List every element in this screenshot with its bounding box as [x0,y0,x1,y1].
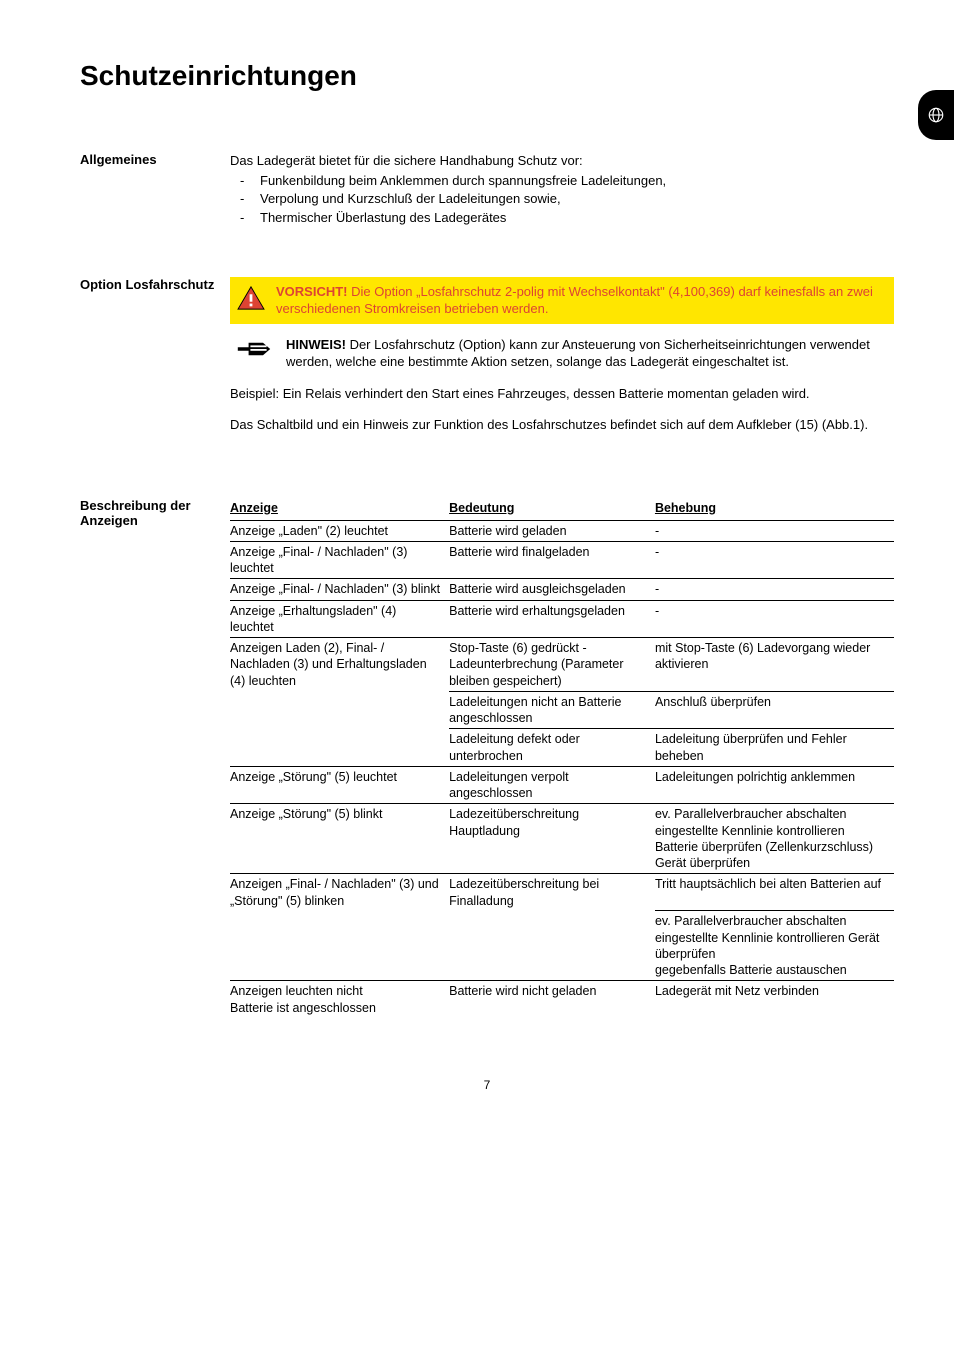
table-cell: ev. Parallelverbraucher abschalten einge… [655,911,894,981]
table-row: Ladeleitung defekt oder unterbrochenLade… [230,729,894,767]
table-cell: Ladegerät mit Netz verbinden [655,981,894,1018]
table-cell: Anzeige „Störung" (5) blinkt [230,804,449,874]
table-cell [230,911,449,981]
table-cell: Batterie wird ausgleichsgeladen [449,579,655,600]
table-cell: Ladezeitüberschreitung bei Finalladung [449,874,655,911]
warning-box: VORSICHT! Die Option „Losfahrschutz 2-po… [230,277,894,324]
bullet-text: Thermischer Überlastung des Ladegerätes [260,209,506,227]
table-cell: Anzeige „Störung" (5) leuchtet [230,766,449,804]
section-allgemeines: Allgemeines Das Ladegerät bietet für die… [80,152,894,227]
note-hand-icon [230,336,286,371]
table-row: Anzeige „Störung" (5) leuchtetLadeleitun… [230,766,894,804]
warning-triangle-icon [236,283,276,318]
table-cell: Batterie wird geladen [449,520,655,541]
language-de-icon [927,106,945,124]
table-row: Anzeigen leuchten nicht Batterie ist ang… [230,981,894,1018]
table-cell: Anzeigen leuchten nicht Batterie ist ang… [230,981,449,1018]
warning-text: VORSICHT! Die Option „Losfahrschutz 2-po… [276,283,884,318]
table-row: Anzeigen „Final- / Nachladen" (3) und „S… [230,874,894,911]
note-bold: HINWEIS! [286,337,346,352]
table-cell: Ladezeitüberschreitung Hauptladung [449,804,655,874]
bullet-text: Verpolung und Kurzschluß der Ladeleitung… [260,190,561,208]
table-cell: ev. Parallelverbraucher abschalten einge… [655,804,894,874]
table-cell: Stop-Taste (6) gedrückt - Ladeunterbrech… [449,638,655,692]
table-cell: Anzeigen „Final- / Nachladen" (3) und „S… [230,874,449,911]
table-cell: - [655,579,894,600]
table-cell: mit Stop-Taste (6) Ladevorgang wieder ak… [655,638,894,692]
table-row: Anzeige „Erhaltungsladen" (4) leuchtetBa… [230,600,894,638]
table-cell: - [655,520,894,541]
table-cell: Anzeige „Final- / Nachladen" (3) leuchte… [230,541,449,579]
section-body-losfahrschutz: VORSICHT! Die Option „Losfahrschutz 2-po… [230,277,894,448]
table-cell: Batterie wird finalgeladen [449,541,655,579]
table-row: Anzeige „Final- / Nachladen" (3) leuchte… [230,541,894,579]
table-cell [449,911,655,981]
allgemeines-intro: Das Ladegerät bietet für die sichere Han… [230,152,894,170]
table-cell [230,691,449,729]
table-cell: Batterie wird nicht geladen [449,981,655,1018]
table-row: Anzeigen Laden (2), Final- / Nachladen (… [230,638,894,692]
losfahrschutz-para1: Beispiel: Ein Relais verhindert den Star… [230,385,894,403]
table-cell: Ladeleitung defekt oder unterbrochen [449,729,655,767]
section-anzeigen: Beschreibung der Anzeigen Anzeige Bedeut… [80,498,894,1018]
table-cell: Anzeige „Final- / Nachladen" (3) blinkt [230,579,449,600]
table-cell: Tritt hauptsächlich bei alten Batterien … [655,874,894,911]
note-text: HINWEIS! Der Losfahrschutz (Option) kann… [286,336,894,371]
page-title: Schutzeinrichtungen [80,60,894,92]
th-behebung: Behebung [655,498,894,520]
table-cell: Ladeleitungen nicht an Batterie angeschl… [449,691,655,729]
table-cell: Anschluß überprüfen [655,691,894,729]
section-label-anzeigen: Beschreibung der Anzeigen [80,498,230,1018]
section-label-losfahrschutz: Option Losfahrschutz [80,277,230,448]
table-cell: Batterie wird erhaltungsgeladen [449,600,655,638]
section-body-allgemeines: Das Ladegerät bietet für die sichere Han… [230,152,894,227]
table-cell: Anzeige „Laden" (2) leuchtet [230,520,449,541]
table-row: Anzeige „Final- / Nachladen" (3) blinktB… [230,579,894,600]
th-bedeutung: Bedeutung [449,498,655,520]
table-row: ev. Parallelverbraucher abschalten einge… [230,911,894,981]
table-cell: Anzeige „Erhaltungsladen" (4) leuchtet [230,600,449,638]
table-cell: - [655,541,894,579]
table-cell: Ladeleitung überprüfen und Fehler behebe… [655,729,894,767]
th-anzeige: Anzeige [230,498,449,520]
table-row: Ladeleitungen nicht an Batterie angeschl… [230,691,894,729]
bullet-text: Funkenbildung beim Anklemmen durch spann… [260,172,666,190]
table-row: Anzeige „Laden" (2) leuchtetBatterie wir… [230,520,894,541]
section-losfahrschutz: Option Losfahrschutz VORSICHT! Die Optio… [80,277,894,448]
table-cell: - [655,600,894,638]
table-row: Anzeige „Störung" (5) blinktLadezeitüber… [230,804,894,874]
anzeigen-table: Anzeige Bedeutung Behebung Anzeige „Lade… [230,498,894,1018]
section-body-anzeigen: Anzeige Bedeutung Behebung Anzeige „Lade… [230,498,894,1018]
language-tab [918,90,954,140]
table-cell: Ladeleitungen polrichtig anklemmen [655,766,894,804]
section-label-allgemeines: Allgemeines [80,152,230,227]
note-body: Der Losfahrschutz (Option) kann zur Anst… [286,337,870,370]
warning-bold: VORSICHT! [276,284,348,299]
table-cell: Anzeigen Laden (2), Final- / Nachladen (… [230,638,449,692]
note-box: HINWEIS! Der Losfahrschutz (Option) kann… [230,336,894,371]
page-number: 7 [80,1078,894,1092]
table-cell: Ladeleitungen verpolt angeschlossen [449,766,655,804]
table-cell [230,729,449,767]
allgemeines-bullets: -Funkenbildung beim Anklemmen durch span… [230,172,894,227]
warning-body: Die Option „Losfahrschutz 2-polig mit We… [276,284,873,317]
losfahrschutz-para2: Das Schaltbild und ein Hinweis zur Funkt… [230,416,894,434]
